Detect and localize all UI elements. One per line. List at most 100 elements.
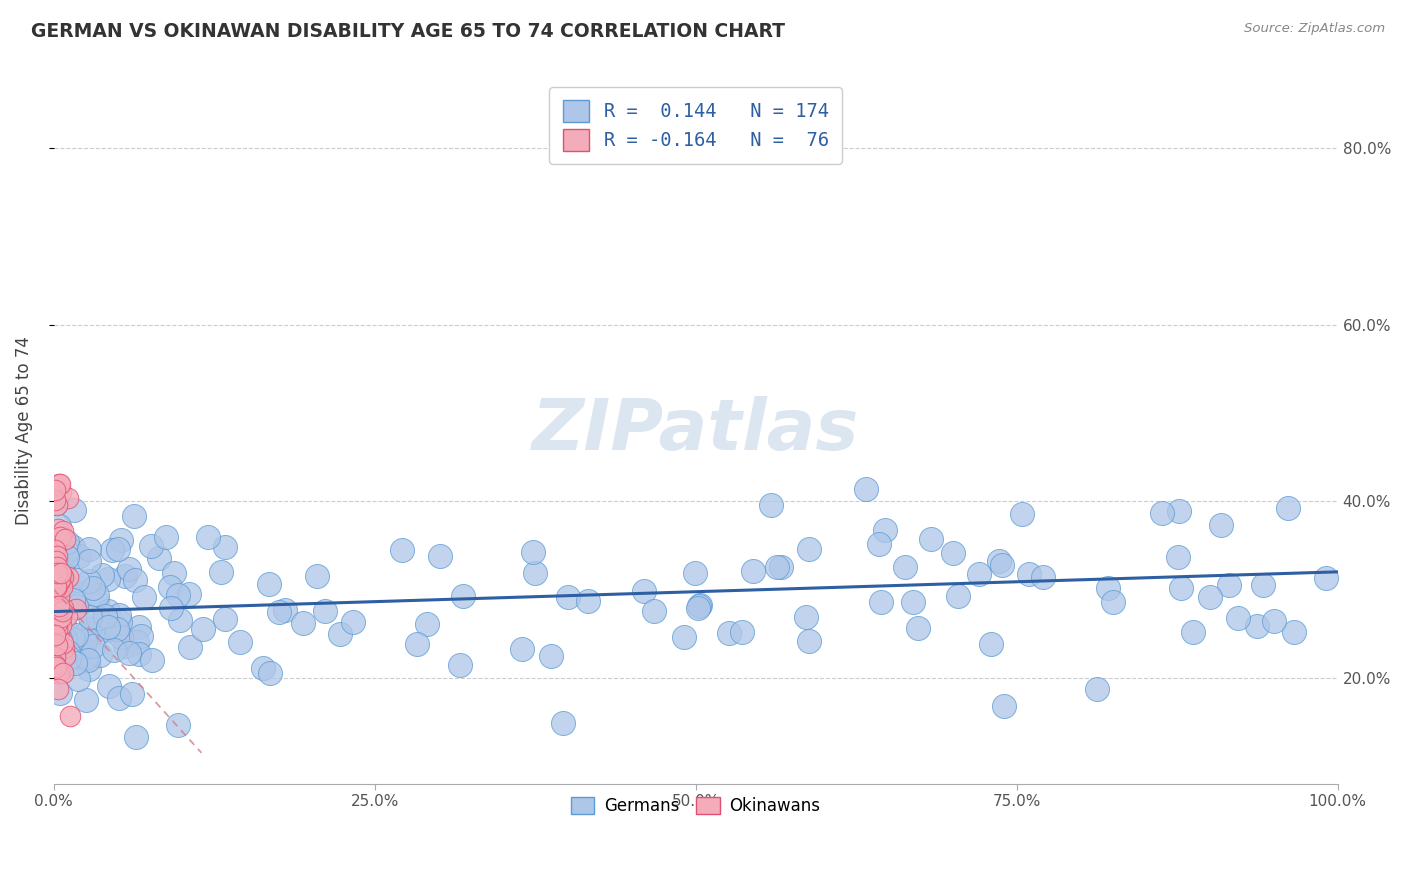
Point — [742, 564, 765, 578]
Point — [429, 549, 451, 564]
Point — [522, 545, 544, 559]
Point — [759, 498, 782, 512]
Point — [52, 640, 75, 655]
Point — [105, 622, 128, 636]
Point — [62, 540, 84, 554]
Point — [58, 645, 80, 659]
Point — [48, 476, 70, 491]
Point — [46, 632, 69, 646]
Point — [1218, 577, 1240, 591]
Point — [77, 542, 100, 557]
Point — [868, 537, 890, 551]
Point — [1277, 500, 1299, 515]
Point — [53, 580, 76, 594]
Point — [688, 601, 710, 615]
Point — [75, 634, 97, 648]
Point — [79, 554, 101, 568]
Point — [46, 635, 69, 649]
Point — [1263, 615, 1285, 629]
Point — [107, 542, 129, 557]
Point — [51, 569, 73, 583]
Point — [45, 645, 67, 659]
Point — [576, 593, 599, 607]
Point — [1011, 507, 1033, 521]
Point — [114, 569, 136, 583]
Point — [305, 568, 328, 582]
Point — [155, 530, 177, 544]
Point — [58, 542, 80, 557]
Point — [991, 558, 1014, 573]
Point — [907, 621, 929, 635]
Point — [79, 622, 101, 636]
Point — [79, 610, 101, 624]
Point — [1150, 506, 1173, 520]
Point — [1182, 625, 1205, 640]
Point — [51, 560, 73, 574]
Point — [89, 622, 111, 636]
Point — [1209, 517, 1232, 532]
Point — [329, 627, 352, 641]
Point — [62, 593, 84, 607]
Point — [46, 559, 69, 574]
Point — [1282, 625, 1305, 640]
Point — [44, 483, 66, 498]
Point — [63, 656, 86, 670]
Point — [128, 620, 150, 634]
Point — [274, 603, 297, 617]
Point — [765, 560, 787, 574]
Point — [82, 626, 104, 640]
Point — [65, 601, 87, 615]
Point — [51, 604, 73, 618]
Point — [52, 568, 75, 582]
Point — [58, 650, 80, 665]
Point — [46, 594, 69, 608]
Point — [75, 693, 97, 707]
Point — [44, 557, 66, 571]
Point — [55, 545, 77, 559]
Point — [48, 632, 70, 647]
Point — [45, 619, 67, 633]
Point — [63, 503, 86, 517]
Point — [55, 636, 77, 650]
Point — [1315, 571, 1337, 585]
Point — [59, 708, 82, 723]
Point — [718, 626, 741, 640]
Point — [672, 630, 695, 644]
Point — [56, 534, 79, 549]
Point — [77, 662, 100, 676]
Point — [44, 648, 66, 662]
Point — [179, 640, 201, 655]
Point — [148, 550, 170, 565]
Point — [44, 658, 66, 673]
Point — [894, 559, 917, 574]
Point — [855, 482, 877, 496]
Point — [1167, 550, 1189, 565]
Point — [49, 661, 72, 675]
Point — [44, 615, 66, 630]
Point — [451, 589, 474, 603]
Point — [214, 540, 236, 554]
Point — [48, 599, 70, 613]
Point — [62, 632, 84, 646]
Point — [72, 641, 94, 656]
Point — [97, 604, 120, 618]
Point — [125, 635, 148, 649]
Point — [523, 566, 546, 581]
Point — [45, 582, 67, 596]
Point — [91, 568, 114, 582]
Point — [65, 628, 87, 642]
Point — [52, 524, 75, 539]
Point — [44, 558, 66, 573]
Point — [45, 579, 67, 593]
Point — [169, 613, 191, 627]
Point — [1032, 570, 1054, 584]
Point — [53, 533, 76, 547]
Point — [108, 615, 131, 629]
Point — [53, 632, 76, 647]
Point — [56, 550, 79, 565]
Point — [89, 648, 111, 662]
Point — [1018, 566, 1040, 581]
Point — [52, 570, 75, 584]
Point — [167, 589, 190, 603]
Point — [45, 601, 67, 615]
